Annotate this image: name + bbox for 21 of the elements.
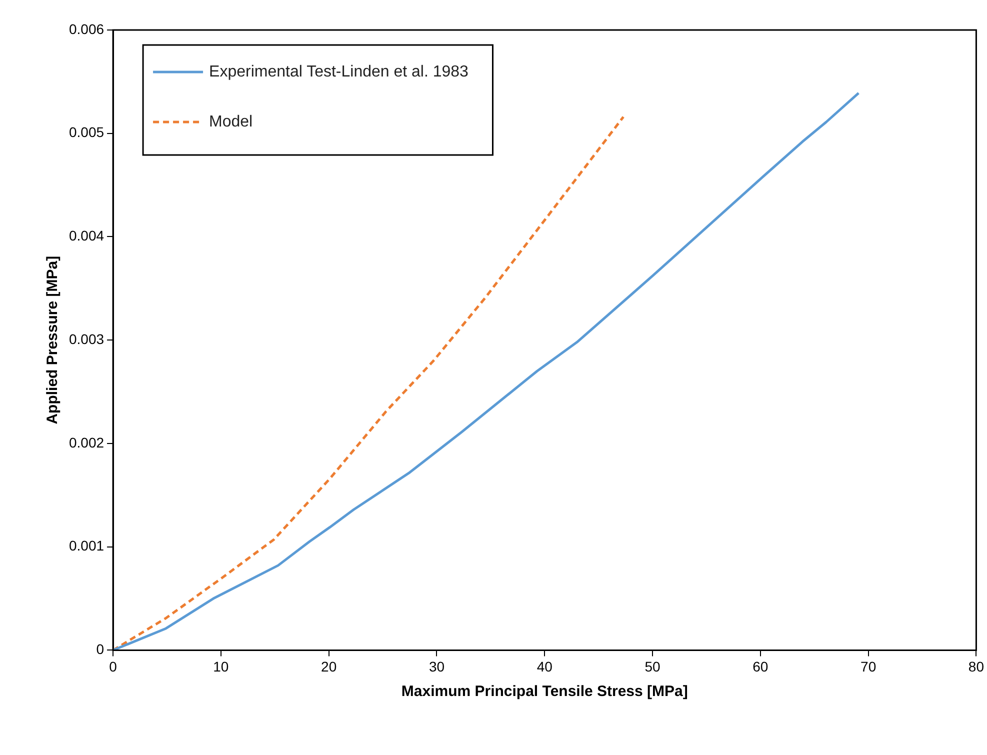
y-axis-title: Applied Pressure [MPa]: [44, 256, 62, 424]
x-tick-label: 50: [644, 658, 661, 674]
legend-label: Model: [209, 113, 253, 130]
y-tick-label: 0.004: [68, 228, 104, 244]
x-tick-label: 0: [109, 658, 118, 674]
y-tick-label: 0.001: [68, 538, 104, 554]
y-tick-label: 0.005: [68, 124, 104, 140]
y-tick-label: 0.002: [68, 434, 104, 450]
line-series: [113, 116, 625, 650]
y-tick-label: 0.003: [68, 330, 104, 347]
y-tick-label: 0: [96, 641, 104, 658]
x-tick-label: 60: [752, 658, 768, 674]
x-tick-label: 10: [213, 658, 229, 674]
x-tick-label: 30: [428, 658, 445, 674]
x-tick-label: 40: [536, 658, 553, 674]
x-axis-title: Maximum Principal Tensile Stress [MPa]: [401, 683, 688, 700]
x-tick-label: 20: [321, 658, 337, 674]
x-tick-label: 80: [968, 658, 984, 674]
x-tick-label: 70: [860, 658, 876, 674]
y-tick-label: 0.006: [68, 20, 104, 37]
legend-label: Experimental Test-Linden et al. 1983: [209, 63, 469, 80]
